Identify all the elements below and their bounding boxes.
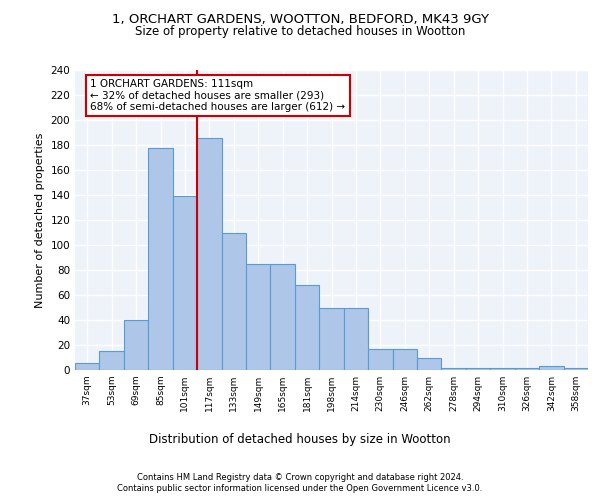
Bar (271, 264, 295, 370)
Bar (100, 351, 124, 370)
Bar (221, 232, 246, 370)
Bar (148, 148, 173, 370)
Bar (442, 368, 466, 370)
Text: 1, ORCHART GARDENS, WOOTTON, BEDFORD, MK43 9GY: 1, ORCHART GARDENS, WOOTTON, BEDFORD, MK… (112, 12, 488, 26)
Bar (319, 308, 344, 370)
Text: 1 ORCHART GARDENS: 111sqm
← 32% of detached houses are smaller (293)
68% of semi: 1 ORCHART GARDENS: 111sqm ← 32% of detac… (91, 79, 346, 112)
Y-axis label: Number of detached properties: Number of detached properties (35, 132, 45, 308)
Text: Distribution of detached houses by size in Wootton: Distribution of detached houses by size … (149, 432, 451, 446)
Bar (197, 138, 221, 370)
Bar (173, 196, 197, 370)
Text: Contains HM Land Registry data © Crown copyright and database right 2024.: Contains HM Land Registry data © Crown c… (137, 472, 463, 482)
Bar (392, 349, 417, 370)
Bar (75, 362, 100, 370)
Bar (124, 320, 148, 370)
Bar (539, 366, 563, 370)
Bar (295, 285, 319, 370)
Bar (466, 368, 490, 370)
Bar (490, 368, 515, 370)
Bar (246, 264, 271, 370)
Bar (368, 349, 392, 370)
Text: Size of property relative to detached houses in Wootton: Size of property relative to detached ho… (135, 25, 465, 38)
Bar (515, 368, 539, 370)
Bar (344, 308, 368, 370)
Bar (417, 358, 442, 370)
Text: Contains public sector information licensed under the Open Government Licence v3: Contains public sector information licen… (118, 484, 482, 493)
Bar (563, 368, 588, 370)
